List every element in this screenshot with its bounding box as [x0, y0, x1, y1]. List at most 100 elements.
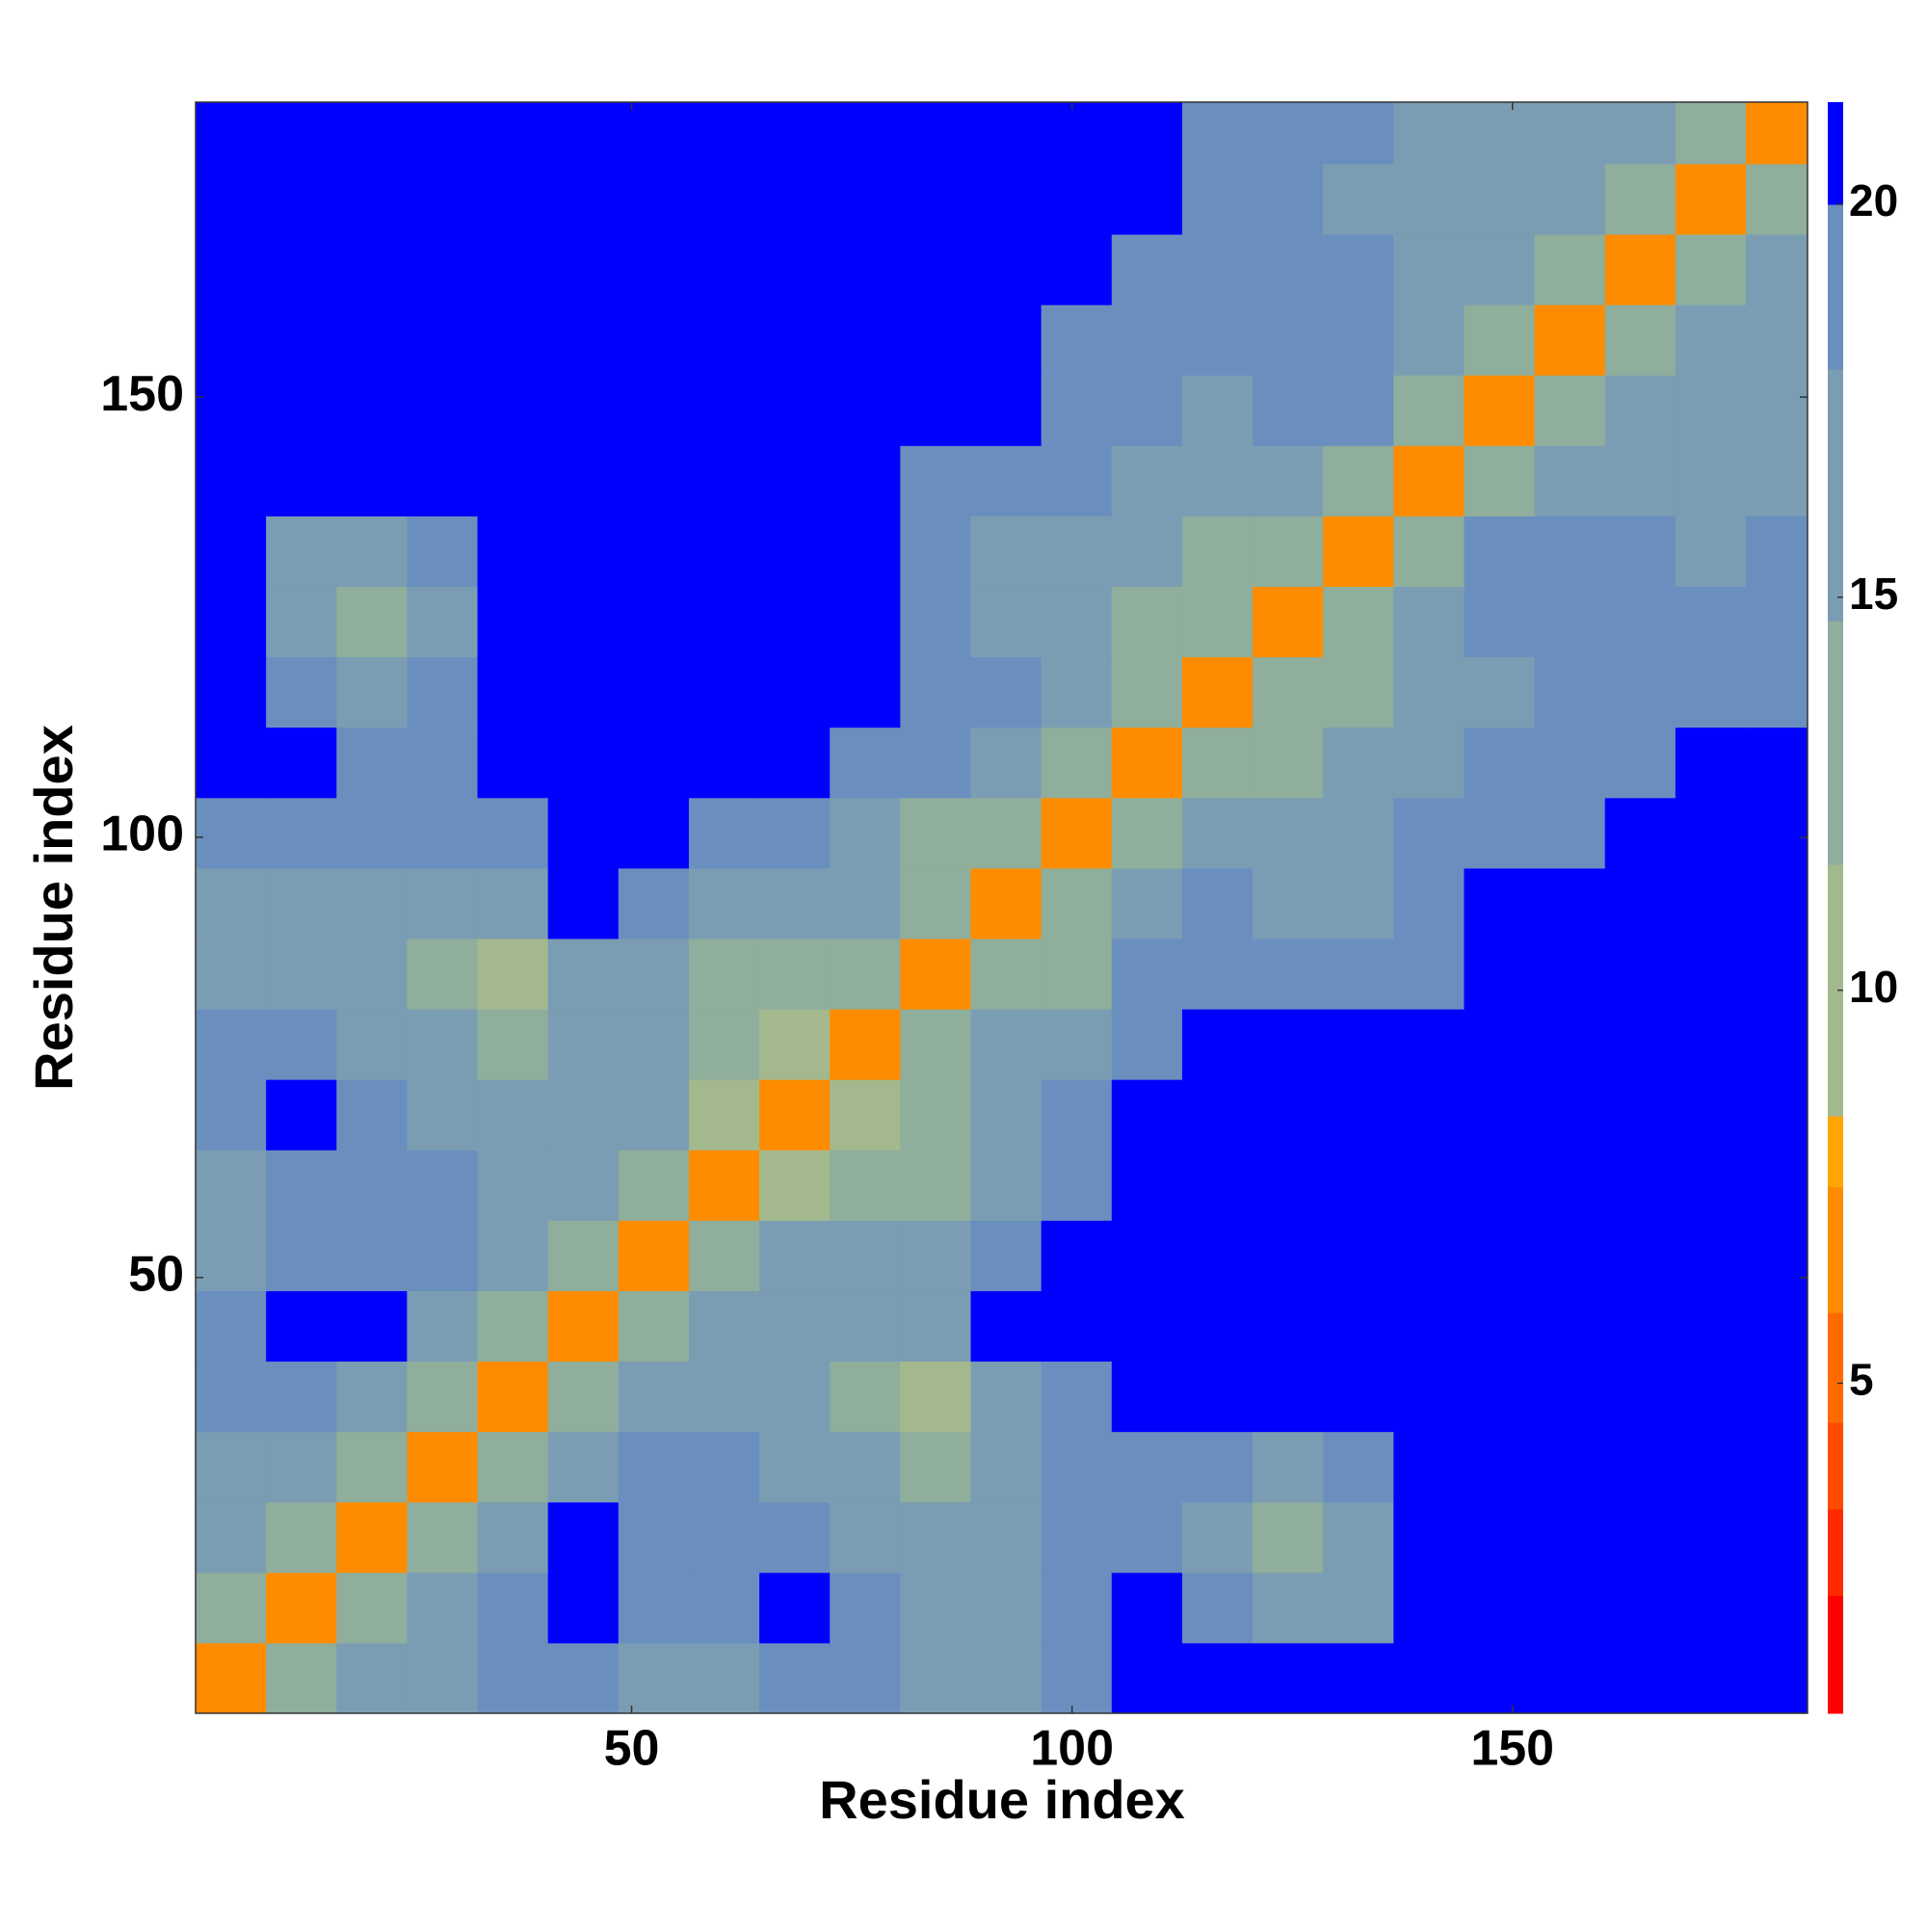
heatmap-cell: [1393, 234, 1465, 305]
heatmap-cell: [759, 304, 831, 376]
heatmap-cell: [618, 1009, 690, 1080]
heatmap-cell: [1393, 1642, 1465, 1714]
heatmap-cell: [1534, 797, 1606, 869]
heatmap-cell: [407, 656, 479, 728]
heatmap-cell: [1604, 1079, 1676, 1151]
heatmap-cell: [196, 727, 267, 799]
heatmap-cell: [1323, 1572, 1394, 1644]
heatmap-cell: [196, 1150, 267, 1221]
heatmap-cell: [1393, 304, 1465, 376]
heatmap-cell: [759, 1150, 831, 1221]
heatmap-cell: [830, 867, 901, 940]
heatmap-cell: [618, 867, 690, 940]
heatmap-cell: [1746, 375, 1808, 446]
heatmap-cell: [1323, 304, 1394, 376]
heatmap-cell: [407, 867, 479, 940]
heatmap-cell: [1604, 1290, 1676, 1363]
heatmap-cell: [688, 234, 760, 305]
heatmap-cell: [477, 1220, 549, 1291]
heatmap-cell: [477, 727, 549, 799]
heatmap-cell: [1534, 445, 1606, 516]
heatmap-cell: [900, 163, 972, 235]
heatmap-cell: [1181, 163, 1254, 235]
heatmap-cell: [1111, 234, 1183, 305]
heatmap-cell: [1253, 1572, 1324, 1644]
heatmap-cell: [688, 1501, 760, 1574]
heatmap-cell: [1464, 1009, 1536, 1080]
heatmap-cell: [1604, 516, 1676, 588]
heatmap-cell: [1323, 797, 1394, 869]
heatmap-cell: [336, 797, 408, 869]
heatmap-cell: [970, 1361, 1043, 1433]
heatmap-cell: [1323, 1079, 1394, 1151]
heatmap-cell: [266, 445, 337, 516]
heatmap-cell: [1393, 1572, 1465, 1644]
y-tick-label: 100: [100, 807, 184, 862]
heatmap-cell: [547, 304, 620, 376]
heatmap-cell: [618, 586, 690, 658]
heatmap-cell: [830, 1431, 901, 1503]
heatmap-cell: [1323, 1431, 1394, 1503]
heatmap-cell: [477, 102, 549, 165]
heatmap-cell: [688, 1220, 760, 1291]
heatmap-cell: [196, 1220, 267, 1291]
heatmap-cell: [1464, 1431, 1536, 1503]
heatmap-cell: [196, 1361, 267, 1433]
heatmap-cell: [1181, 1361, 1254, 1433]
heatmap-cell: [1464, 163, 1536, 235]
heatmap-cell: [900, 867, 972, 940]
heatmap-cell: [336, 727, 408, 799]
heatmap-cell: [830, 586, 901, 658]
heatmap-cell: [759, 1009, 831, 1080]
heatmap-cell: [1534, 1431, 1606, 1503]
heatmap-cell: [477, 1361, 549, 1433]
heatmap-cell: [196, 304, 267, 376]
heatmap-cell: [1111, 304, 1183, 376]
heatmap-cell: [407, 102, 479, 165]
heatmap-cell: [900, 1079, 972, 1151]
heatmap-cell: [547, 1572, 620, 1644]
heatmap-cell: [759, 797, 831, 869]
heatmap-cell: [970, 656, 1043, 728]
heatmap-cell: [1181, 727, 1254, 799]
heatmap-cell: [1253, 656, 1324, 728]
heatmap-cell: [1253, 586, 1324, 658]
heatmap-cell: [970, 516, 1043, 588]
heatmap-cell: [759, 375, 831, 446]
heatmap-cell: [759, 102, 831, 165]
y-tick-label: 150: [100, 366, 184, 422]
heatmap-cell: [618, 1361, 690, 1433]
heatmap-cell: [1323, 1290, 1394, 1363]
heatmap-cell: [1464, 516, 1536, 588]
heatmap-cell: [1746, 1431, 1808, 1503]
heatmap-cell: [196, 797, 267, 869]
heatmap-cell: [1534, 586, 1606, 658]
heatmap-cell: [1464, 102, 1536, 165]
heatmap-cell: [618, 797, 690, 869]
heatmap-cell: [830, 1079, 901, 1151]
heatmap-cell: [336, 656, 408, 728]
heatmap-cell: [1604, 586, 1676, 658]
heatmap-cell: [900, 1220, 972, 1291]
heatmap-cell: [196, 234, 267, 305]
heatmap-cell: [759, 938, 831, 1010]
colorbar-tick-label: 10: [1849, 962, 1898, 1012]
heatmap-cell: [266, 516, 337, 588]
heatmap-cell: [900, 1290, 972, 1363]
heatmap-cell: [196, 867, 267, 940]
heatmap-cell: [407, 304, 479, 376]
heatmap-cell: [1604, 1361, 1676, 1433]
heatmap-cell: [759, 234, 831, 305]
heatmap-cell: [1675, 1220, 1747, 1291]
heatmap-cell: [830, 1572, 901, 1644]
heatmap-cell: [547, 1290, 620, 1363]
heatmap-cell: [477, 867, 549, 940]
heatmap-cell: [1323, 102, 1394, 165]
heatmap-cell: [1181, 445, 1254, 516]
heatmap-cell: [1464, 1079, 1536, 1151]
heatmap-cell: [1041, 1220, 1113, 1291]
heatmap-cell: [1393, 516, 1465, 588]
heatmap-cell: [1323, 938, 1394, 1010]
heatmap-cell: [1534, 1150, 1606, 1221]
heatmap-cell: [1323, 1220, 1394, 1291]
